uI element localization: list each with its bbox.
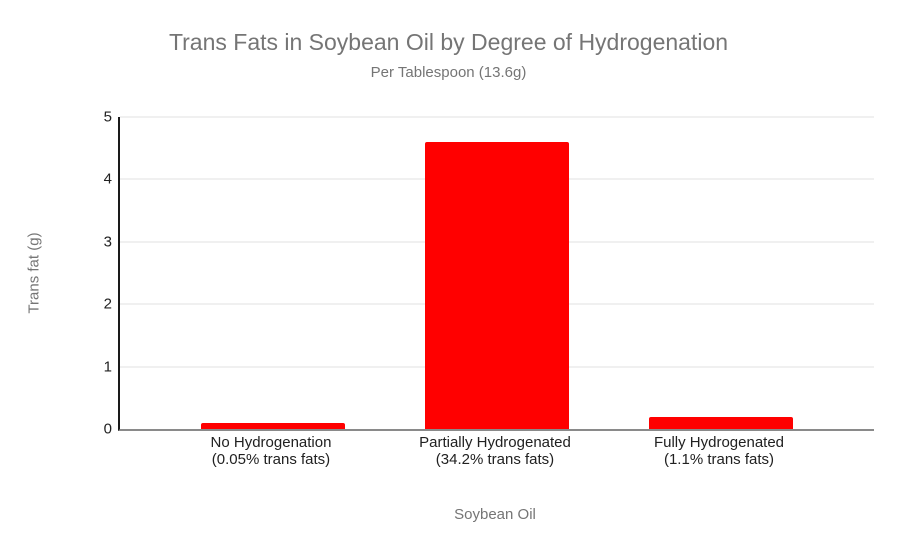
- x-category-label-0: No Hydrogenation (0.05% trans fats): [210, 434, 332, 468]
- x-category-label-1: Partially Hydrogenated (34.2% trans fats…: [419, 434, 571, 468]
- x-axis-title: Soybean Oil: [454, 506, 536, 523]
- x-category-label-2: Fully Hydrogenated (1.1% trans fats): [653, 434, 785, 468]
- x-axis-category-labels: No Hydrogenation (0.05% trans fats) Parti…: [118, 434, 872, 468]
- bar-slot-0: [161, 117, 385, 429]
- bar-0: [201, 422, 345, 429]
- y-axis-tick-labels: 0 1 2 3 4 5: [0, 110, 112, 437]
- y-tick-label-2: 2: [103, 295, 112, 313]
- y-tick-label-4: 4: [103, 170, 112, 188]
- bar-1: [425, 141, 569, 429]
- chart-title: Trans Fats in Soybean Oil by Degree of H…: [168, 29, 729, 55]
- plot-area: [118, 116, 874, 431]
- y-tick-label-1: 1: [103, 358, 112, 376]
- gridline-5: [120, 116, 874, 118]
- y-tick-label-0: 0: [103, 420, 112, 438]
- bar-slot-1: [385, 117, 609, 429]
- chart-subtitle: Per Tablespoon (13.6g): [370, 64, 527, 81]
- y-tick-label-5: 5: [103, 108, 112, 126]
- bars-row: [120, 117, 874, 429]
- bar-slot-2: [609, 117, 833, 429]
- bar-2: [649, 416, 793, 429]
- y-tick-label-3: 3: [103, 233, 112, 251]
